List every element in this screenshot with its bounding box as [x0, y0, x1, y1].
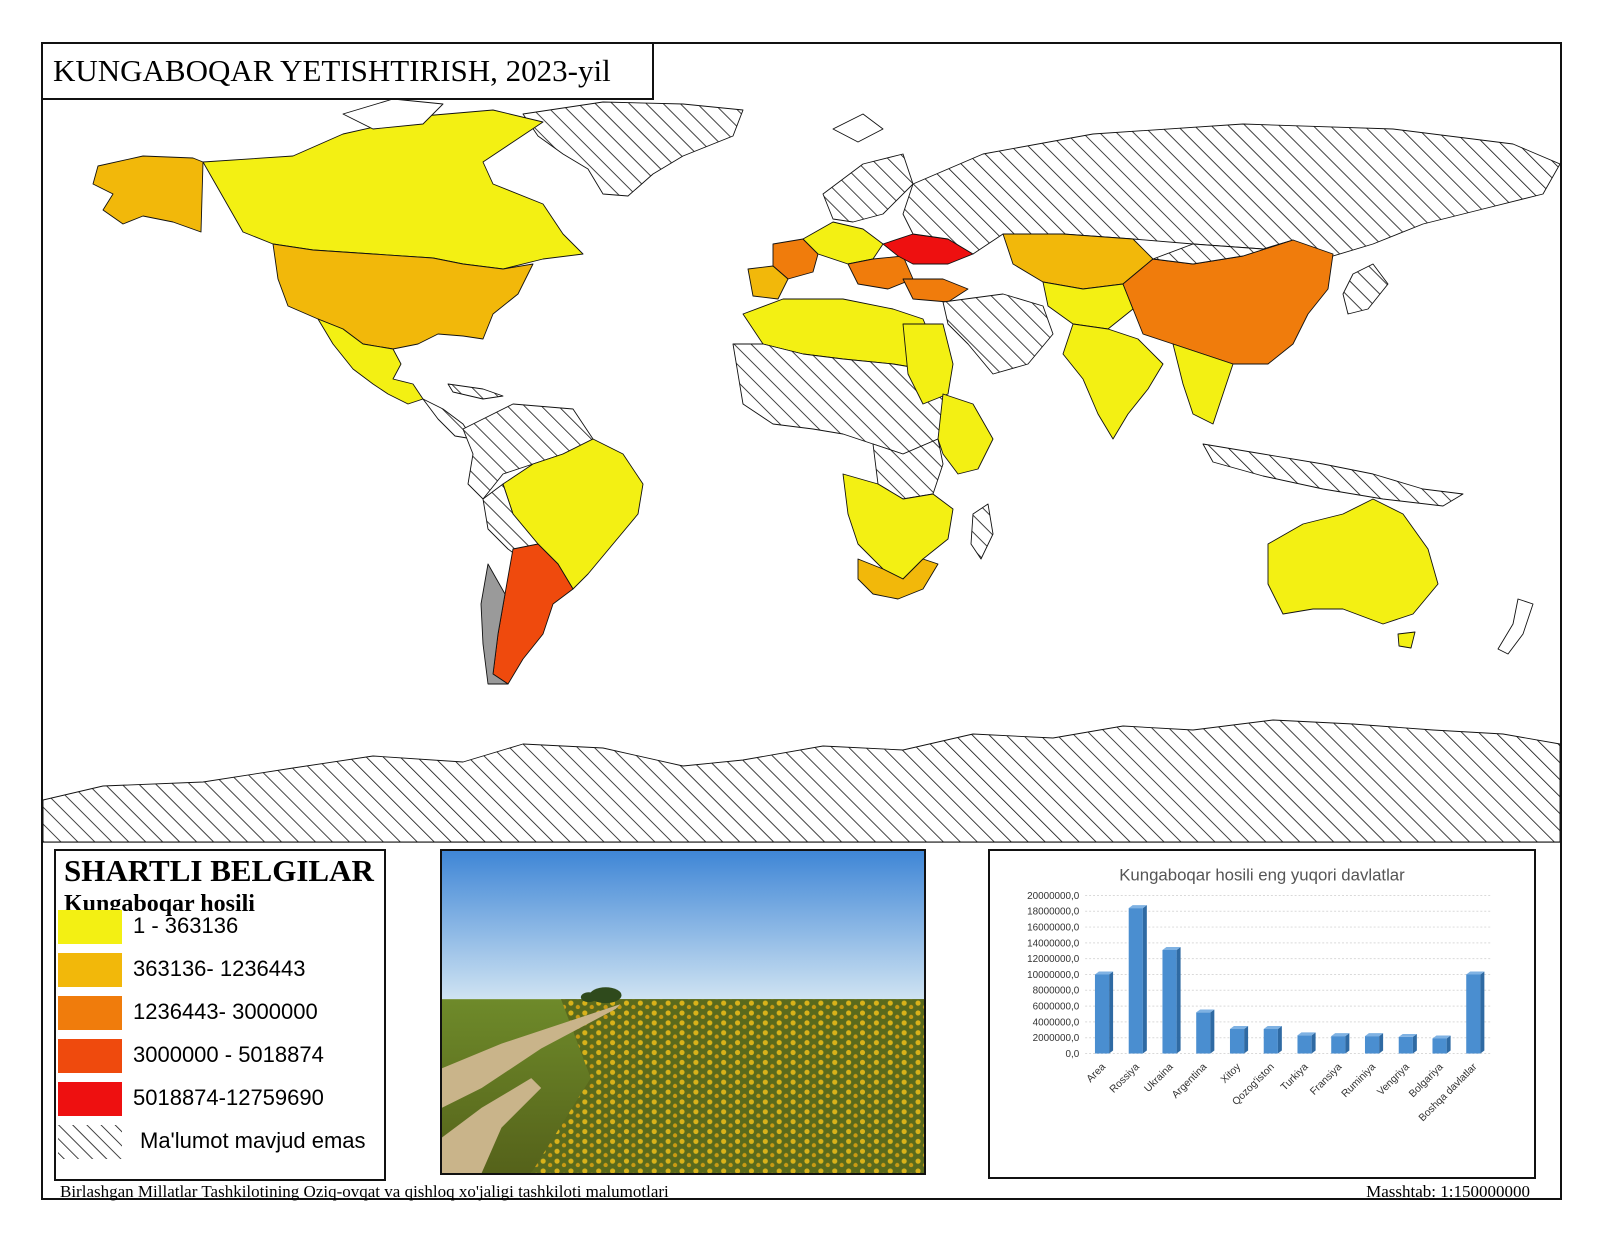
y-tick-label: 10000000,0: [1027, 970, 1080, 981]
bar-chart: Kungaboqar hosili eng yuqori davlatlar 0…: [988, 849, 1536, 1179]
x-tick-label: Ruminiya: [1340, 1062, 1378, 1100]
region-australia: [1267, 498, 1439, 625]
region-south-africa: [857, 558, 939, 600]
region-spain: [747, 265, 789, 300]
map-title: KUNGABOQAR YETISHTIRISH, 2023-yil: [41, 42, 654, 100]
sunflower-field-photo: [440, 849, 926, 1175]
y-tick-label: 4000000,0: [1033, 1017, 1080, 1028]
bar: [1094, 971, 1114, 1054]
region-central-asia: [1042, 281, 1134, 330]
region-alaska: [92, 155, 204, 233]
bar: [1432, 1035, 1451, 1054]
legend-swatch-class5: [58, 1082, 122, 1116]
y-tick-label: 2000000,0: [1033, 1033, 1080, 1044]
legend-swatch-no-data: [58, 1125, 122, 1159]
legend-swatch-class1: [58, 910, 122, 944]
region-indonesia: [1202, 443, 1464, 507]
bar: [1196, 1009, 1215, 1054]
region-japan: [1342, 263, 1389, 315]
legend-item-class2: 363136- 1236443: [58, 953, 384, 987]
region-tasmania: [1397, 631, 1416, 649]
map-frame: [41, 42, 1562, 1200]
region-canada: [202, 109, 584, 270]
region-svalbard: [832, 113, 884, 143]
map-scale: Masshtab: 1:150000000: [1366, 1182, 1530, 1201]
region-arctic-islands: [342, 98, 444, 130]
y-tick-label: 16000000,0: [1027, 923, 1080, 934]
data-source-note: Birlashgan Millatlar Tashkilotining Oziq…: [60, 1182, 669, 1201]
region-caribbean: [447, 383, 504, 400]
region-east-africa: [937, 393, 994, 475]
region-southeast-asia: [1172, 343, 1234, 425]
legend-swatch-class4: [58, 1039, 122, 1073]
x-tick-label: Turkiya: [1279, 1062, 1311, 1094]
x-tick-label: Rossiya: [1108, 1062, 1142, 1096]
region-chile: [480, 563, 509, 685]
region-southern-africa: [842, 473, 954, 580]
x-tick-label: Xitoy: [1219, 1061, 1244, 1086]
y-tick-label: 0,0: [1066, 1049, 1080, 1060]
region-greenland: [522, 101, 744, 197]
bar: [1331, 1033, 1350, 1054]
legend-label-no-data: Ma'lumot mavjud emas: [140, 1128, 366, 1153]
x-tick-label: Ukraina: [1143, 1062, 1176, 1095]
y-tick-label: 20000000,0: [1027, 891, 1080, 902]
x-tick-label: Argentina: [1170, 1062, 1209, 1101]
y-tick-label: 8000000,0: [1033, 986, 1080, 997]
region-antarctica: [43, 719, 1560, 842]
bar: [1297, 1032, 1316, 1054]
region-india: [1062, 323, 1164, 440]
region-mexico: [317, 318, 424, 405]
legend-item-class4: 3000000 - 5018874: [58, 1039, 384, 1073]
bar: [1162, 947, 1181, 1054]
region-scandinavia: [822, 153, 914, 223]
x-tick-label: Area: [1085, 1062, 1108, 1085]
legend-item-class5: 5018874-12759690: [58, 1082, 384, 1116]
region-russia: [902, 123, 1560, 260]
legend-heading: SHARTLI BELGILAR: [64, 853, 374, 888]
map-divider: [43, 842, 1560, 843]
bar: [1466, 971, 1485, 1054]
legend-label-class1: 1 - 363136: [133, 913, 239, 938]
region-egypt-sudan: [902, 323, 954, 405]
y-tick-label: 14000000,0: [1027, 938, 1080, 949]
bar: [1263, 1026, 1282, 1054]
y-tick-label: 18000000,0: [1027, 907, 1080, 918]
region-new-zealand: [1497, 598, 1534, 655]
region-central-europe: [802, 221, 884, 265]
y-tick-label: 12000000,0: [1027, 954, 1080, 965]
legend-label-class4: 3000000 - 5018874: [133, 1042, 324, 1067]
bar: [1398, 1033, 1417, 1054]
bar: [1364, 1033, 1384, 1054]
region-middle-east: [942, 293, 1054, 375]
x-tick-label: Boshqa davlatlar: [1417, 1061, 1480, 1124]
legend-swatch-class2: [58, 953, 122, 987]
legend-swatch-class3: [58, 996, 122, 1030]
legend-item-class3: 1236443- 3000000: [58, 996, 384, 1030]
bar: [1128, 905, 1147, 1054]
legend-label-class3: 1236443- 3000000: [133, 999, 318, 1024]
legend-item-class1: 1 - 363136: [58, 910, 384, 944]
y-tick-label: 6000000,0: [1033, 1002, 1080, 1013]
world-map: [43, 44, 1560, 842]
region-madagascar: [970, 503, 994, 560]
chart-title: Kungaboqar hosili eng yuqori davlatlar: [1119, 866, 1405, 885]
legend-label-class2: 363136- 1236443: [133, 956, 306, 981]
legend-item-no-data: Ma'lumot mavjud emas: [58, 1125, 384, 1159]
region-mongolia: [1152, 239, 1294, 265]
legend: SHARTLI BELGILAR Kungaboqar hosili 1 - 3…: [54, 849, 386, 1181]
region-turkey: [902, 278, 969, 303]
legend-label-class5: 5018874-12759690: [133, 1085, 324, 1110]
bar: [1229, 1026, 1249, 1054]
